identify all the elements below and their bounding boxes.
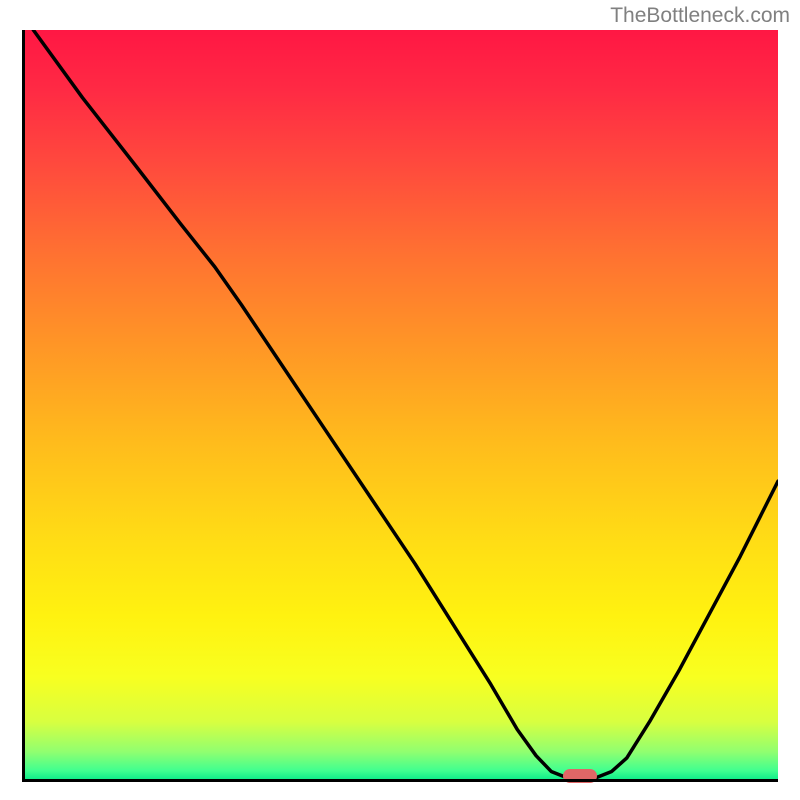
x-axis [22,779,778,782]
y-axis [22,30,25,782]
chart-plot-area [22,30,778,782]
watermark-text: TheBottleneck.com [610,4,790,28]
performance-curve [22,30,778,782]
